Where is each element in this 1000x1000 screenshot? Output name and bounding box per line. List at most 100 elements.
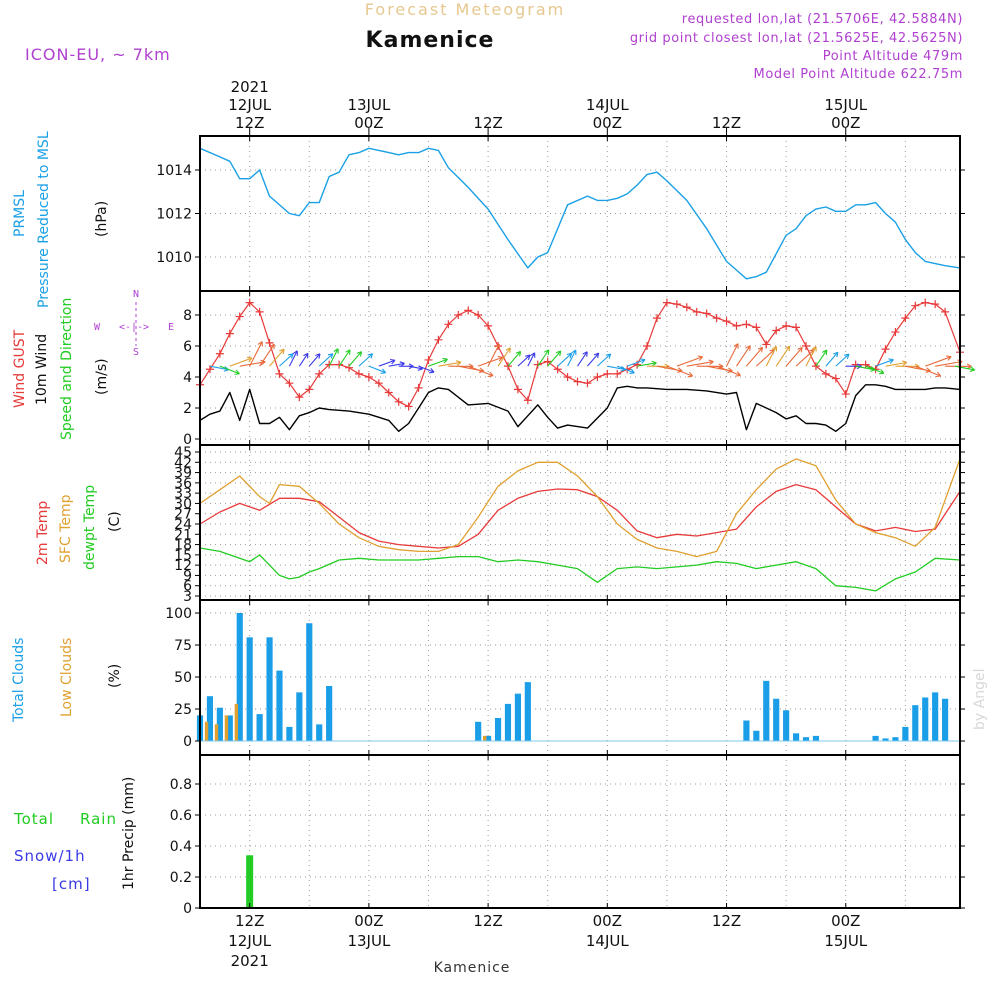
panel-frame-temp xyxy=(199,444,961,601)
low-clouds-label: Low Clouds xyxy=(59,638,75,717)
wind-arrow-head xyxy=(833,351,839,358)
gust-marker xyxy=(722,317,731,326)
wind-arrow-head xyxy=(389,358,396,365)
gust-marker xyxy=(354,369,363,378)
wind-arrow-head xyxy=(797,346,803,353)
gust-marker xyxy=(414,383,423,392)
station-name: Kamenice xyxy=(366,28,495,53)
gust-marker xyxy=(772,326,781,335)
wind-arrow xyxy=(587,352,600,367)
wind-arrow-head xyxy=(582,351,588,357)
total-cloud-bar xyxy=(743,720,750,741)
wind-arrow xyxy=(388,362,405,367)
footer-station: Kamenice xyxy=(434,960,511,976)
low-cloud-bar xyxy=(483,735,487,741)
wind-arrow xyxy=(537,349,550,367)
total-cloud-bar xyxy=(226,715,233,741)
bottom-time-label: 12Z xyxy=(235,912,264,930)
y-tick-label: 50 xyxy=(174,670,192,686)
gust-marker xyxy=(325,360,334,369)
wind-gust-label: Wind GUST xyxy=(12,329,28,408)
gust-marker xyxy=(444,320,453,329)
wind-arrow-head xyxy=(315,353,321,359)
wind-arrow xyxy=(438,361,461,367)
wind-arrow-head xyxy=(345,349,351,355)
total-cloud-bar xyxy=(504,703,512,741)
snow-label: Snow/1h xyxy=(14,847,86,865)
gust-marker xyxy=(782,321,791,330)
point-altitude: Point Altitude 479m xyxy=(823,49,963,64)
y-tick-label: 4 xyxy=(183,370,192,386)
total-cloud-bar xyxy=(902,726,909,741)
gust-marker xyxy=(633,360,642,369)
wind-arrow xyxy=(338,349,351,367)
wind-arrow-head xyxy=(279,348,285,355)
pressure-labels: PRMSL Pressure Reduced to MSL (hPa) xyxy=(12,131,110,308)
gust-marker xyxy=(225,329,234,338)
gust-marker xyxy=(454,311,463,319)
total-cloud-bar xyxy=(872,735,879,741)
pressure-label-msl: Pressure Reduced to MSL xyxy=(36,131,52,308)
y-tick-label: 42 xyxy=(174,455,192,471)
wind-arrow-head xyxy=(555,350,562,356)
y-tick-label: 0.4 xyxy=(170,839,192,855)
total-cloud-bar xyxy=(912,705,919,741)
wind-arrow xyxy=(686,361,714,367)
temp-line-0 xyxy=(199,483,961,549)
total-cloud-bar xyxy=(216,707,223,741)
wind-arrow xyxy=(219,365,240,375)
gust-marker xyxy=(364,373,373,381)
gust-marker xyxy=(394,397,403,406)
temp-sfc-label: SFC Temp xyxy=(58,494,74,563)
rain-bar xyxy=(246,855,254,908)
gust-marker xyxy=(434,335,443,344)
gust-marker xyxy=(265,338,274,347)
total-cloud-bar xyxy=(246,637,253,741)
total-cloud-bar xyxy=(773,698,780,741)
gust-marker xyxy=(245,298,254,307)
wind-arrow-head xyxy=(771,345,778,352)
wind-arrow xyxy=(239,361,266,367)
tick-layer: 1010101210140246836912151821242730333639… xyxy=(156,128,965,917)
top-time-label: 12Z xyxy=(473,114,502,132)
gust-marker xyxy=(682,303,691,312)
wind-arrow-head xyxy=(494,343,500,350)
gust-marker xyxy=(752,323,761,332)
wind-arrow-head xyxy=(356,351,363,357)
total-cloud-bar xyxy=(753,730,760,741)
gust-marker xyxy=(662,298,671,307)
total-cloud-bar xyxy=(276,670,283,741)
wind-10m-line xyxy=(199,384,961,432)
total-cloud-bar xyxy=(236,613,243,741)
wind-arrow xyxy=(249,341,263,367)
gust-marker xyxy=(474,311,483,319)
wind-arrow-head xyxy=(292,350,298,356)
gust-marker xyxy=(513,385,522,394)
y-tick-label: 0 xyxy=(183,901,192,917)
wind-arrow xyxy=(736,345,751,367)
y-tick-label: 18 xyxy=(174,538,192,554)
y-tick-label: 6 xyxy=(183,579,192,595)
gust-marker xyxy=(404,402,413,411)
total-clouds-label: Total Clouds xyxy=(11,638,27,723)
wind-arrow-head xyxy=(571,349,577,356)
y-tick-label: 1014 xyxy=(156,163,192,179)
gust-marker xyxy=(901,314,910,323)
wind-arrow xyxy=(577,351,588,367)
wind-arrow-head xyxy=(566,352,573,359)
total-cloud-bar xyxy=(326,685,333,741)
compass-arrows: <-|-> xyxy=(119,322,149,333)
wind-arrow-head xyxy=(303,352,309,359)
marker-layer xyxy=(196,298,976,411)
wind-arrow xyxy=(428,358,448,367)
gust-marker xyxy=(543,357,552,366)
total-rain-label: Total xyxy=(13,810,54,828)
top-time-label: 12JUL xyxy=(228,96,271,114)
wind-arrow xyxy=(497,347,511,367)
gust-marker xyxy=(275,369,284,378)
wind-arrow xyxy=(348,351,362,367)
temp-line-1 xyxy=(199,458,961,558)
wind-arrow xyxy=(557,352,573,367)
pressure-line xyxy=(199,147,961,280)
